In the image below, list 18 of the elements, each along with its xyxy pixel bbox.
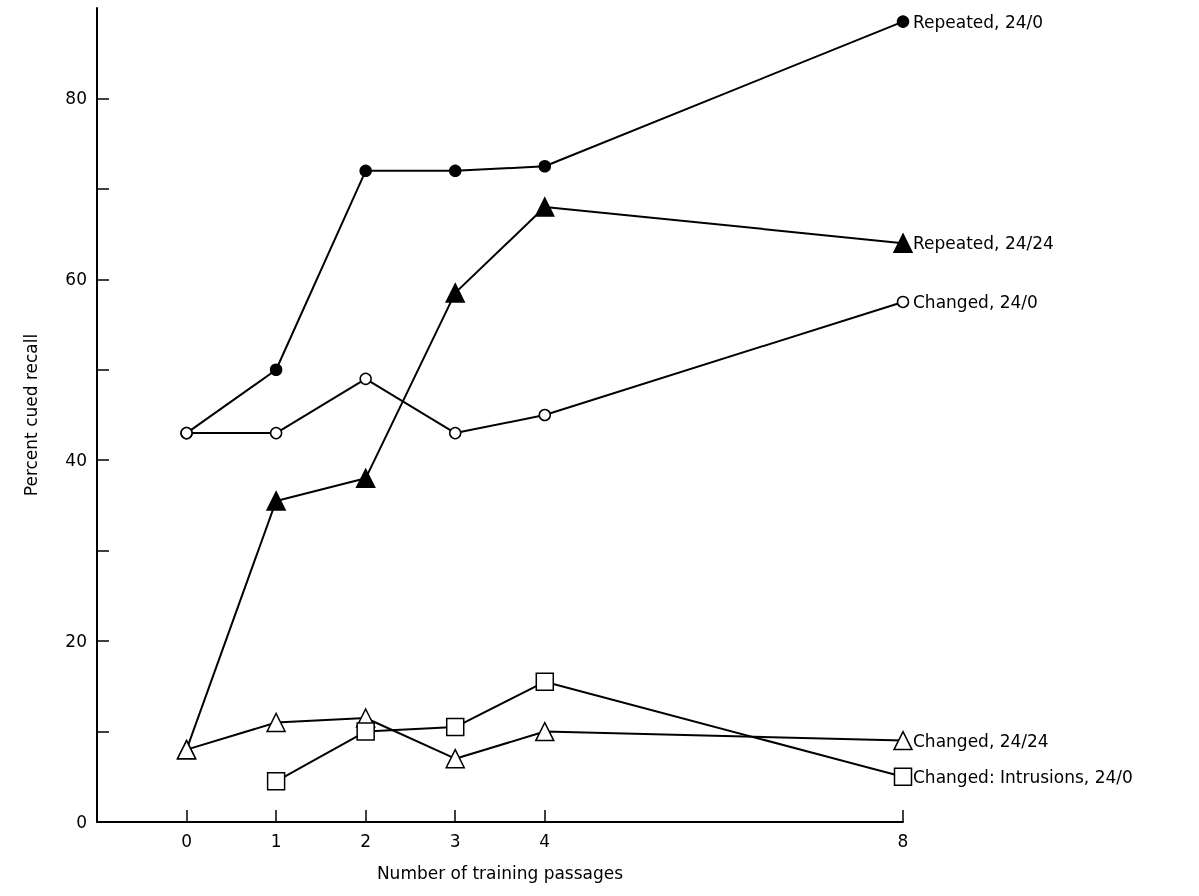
y-tick-label: 20 [65, 631, 87, 652]
y-tick-label: 0 [76, 812, 87, 832]
x-tick-label: 8 [897, 830, 909, 851]
series-label: Changed: Intrusions, 24/0 [913, 766, 1133, 787]
y-tick-label: 40 [65, 450, 87, 471]
series-label: Repeated, 24/24 [913, 233, 1054, 254]
x-tick-label: 3 [449, 830, 461, 851]
y-axis-title: Percent cued recall [20, 333, 41, 497]
x-tick-label: 0 [181, 830, 192, 851]
x-axis-title: Number of training passages [376, 862, 624, 883]
y-tick-label: 80 [65, 88, 87, 109]
y-tick-label: 60 [65, 269, 87, 290]
x-tick-label: 4 [539, 830, 551, 851]
series-label: Changed, 24/24 [913, 730, 1049, 751]
series-label: Repeated, 24/0 [913, 11, 1044, 32]
x-tick-label: 1 [270, 830, 282, 851]
x-tick-label: 2 [360, 830, 372, 851]
series-label: Changed, 24/0 [913, 291, 1038, 312]
